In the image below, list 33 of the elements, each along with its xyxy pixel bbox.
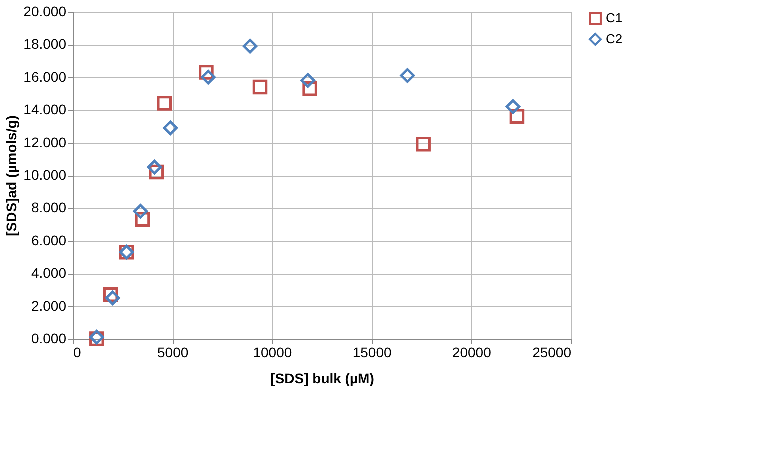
point [147, 160, 162, 175]
y-tick-label: 10.000 [24, 167, 67, 183]
point [252, 80, 268, 95]
point [400, 68, 416, 84]
y-tick-label: 20.000 [24, 4, 67, 20]
y-tick-label: 14.000 [24, 102, 67, 118]
y-tick-label: 18.000 [24, 36, 67, 52]
x-tick-label: 20000 [452, 344, 492, 360]
point [506, 99, 521, 114]
point [163, 120, 178, 136]
point [300, 73, 316, 88]
x-tick-label: 15000 [352, 344, 392, 360]
y-tick-label: 0.000 [31, 330, 67, 346]
legend-label: C1 [606, 10, 623, 26]
y-tick-label: 4.000 [31, 265, 67, 282]
point [157, 96, 172, 111]
x-tick-label: 5000 [158, 344, 189, 360]
y-tick-label: 2.000 [31, 298, 67, 314]
y-tick-label: 8.000 [31, 200, 67, 216]
point [242, 38, 258, 54]
x-tick-label: 10000 [253, 344, 292, 360]
point [201, 70, 216, 85]
point [133, 204, 148, 219]
y-tick-label: 16.000 [24, 68, 67, 85]
point [105, 290, 120, 306]
legend-label: C2 [606, 32, 623, 46]
y-tick-label: 12.000 [24, 134, 67, 150]
x-axis-title: [SDS] bulk (µM) [270, 370, 374, 386]
x-tick-label: 0 [74, 344, 82, 360]
point [416, 137, 431, 152]
y-axis-title: [SDS]ad (µmols/g) [4, 116, 20, 236]
x-tick-label: 25000 [532, 344, 572, 360]
y-tick-label: 6.000 [31, 232, 67, 248]
